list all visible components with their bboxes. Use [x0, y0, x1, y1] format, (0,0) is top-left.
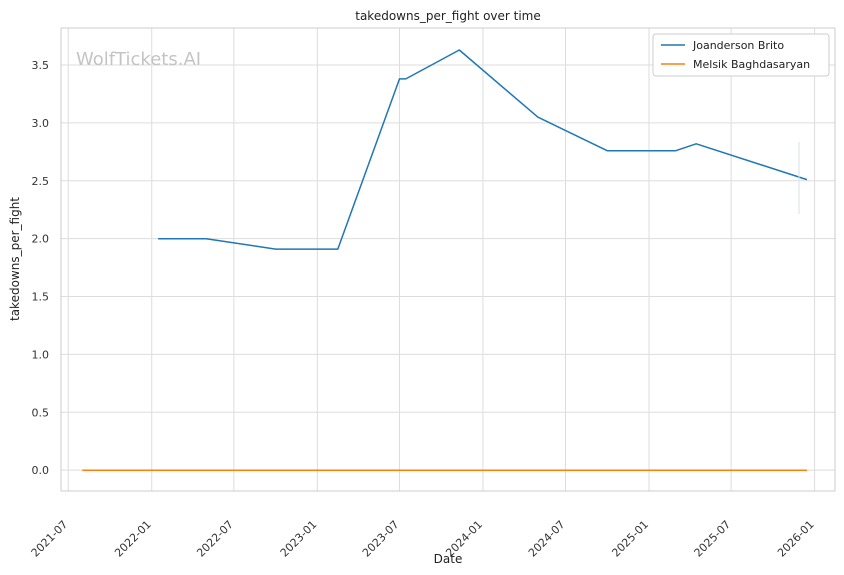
x-tick-label: 2024-07 — [526, 518, 568, 560]
x-tick-label: 2025-01 — [609, 518, 651, 560]
y-tick-label: 0.5 — [32, 406, 50, 419]
x-axis-label: Date — [434, 552, 463, 566]
watermark: WolfTickets.AI — [76, 49, 201, 70]
x-tick-label: 2021-07 — [29, 518, 71, 560]
series-layer — [82, 49, 808, 471]
x-tick-label: 2022-01 — [112, 518, 154, 560]
x-tick-label: 2026-01 — [775, 518, 817, 560]
y-tick-label: 1.5 — [32, 291, 50, 304]
x-ticks: 2021-07 2022-01 2022-07 2023-01 2023-07 2024-… — [29, 518, 817, 560]
x-tick-label: 2023-07 — [360, 518, 402, 560]
x-tick-label: 2022-07 — [194, 518, 236, 560]
legend-label-series-1: Melsik Baghdasaryan — [693, 58, 810, 71]
y-tick-label: 3.0 — [32, 117, 50, 130]
plot-frame — [60, 27, 836, 492]
y-axis-label: takedowns_per_fight — [8, 197, 22, 321]
y-tick-label: 1.0 — [32, 348, 50, 361]
y-tick-label: 2.0 — [32, 233, 50, 246]
y-tick-label: 2.5 — [32, 175, 50, 188]
y-tick-label: 0.0 — [32, 464, 50, 477]
legend-frame — [652, 33, 830, 77]
y-tick-label: 3.5 — [32, 59, 50, 72]
y-ticks: 0.0 0.5 1.0 1.5 2.0 2.5 3.0 3.5 — [32, 59, 50, 477]
legend-label-series-0: Joanderson Brito — [692, 39, 784, 52]
x-tick-label: 2025-07 — [692, 518, 734, 560]
legend: Joanderson Brito Melsik Baghdasaryan — [652, 33, 830, 77]
x-tick-label: 2023-01 — [278, 518, 320, 560]
chart-title: takedowns_per_fight over time — [355, 9, 541, 23]
grid — [61, 28, 835, 491]
series-line-0 — [158, 49, 808, 250]
